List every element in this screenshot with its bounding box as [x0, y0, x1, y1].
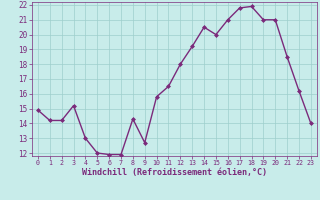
X-axis label: Windchill (Refroidissement éolien,°C): Windchill (Refroidissement éolien,°C)	[82, 168, 267, 177]
